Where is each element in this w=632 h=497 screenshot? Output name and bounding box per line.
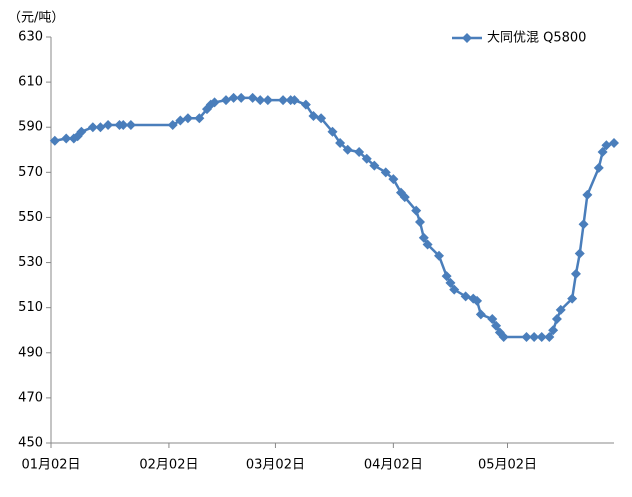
point-marker — [567, 293, 578, 304]
point-marker — [529, 331, 540, 342]
point-marker — [491, 320, 502, 331]
y-tick-label: 630 — [18, 30, 43, 45]
point-marker — [434, 250, 445, 261]
point-marker — [49, 135, 60, 146]
point-marker — [220, 95, 231, 106]
x-tick-label: 01月02日 — [21, 458, 80, 473]
legend-marker — [462, 33, 472, 43]
unit-label: （元/吨） — [8, 11, 64, 26]
point-marker — [300, 99, 311, 110]
point-marker — [308, 110, 319, 121]
y-tick-label: 590 — [18, 120, 43, 135]
point-marker — [228, 92, 239, 103]
point-marker — [289, 95, 300, 106]
point-marker — [388, 174, 399, 185]
point-marker — [548, 325, 559, 336]
point-marker — [597, 147, 608, 158]
point-marker — [536, 331, 547, 342]
x-tick-label: 04月02日 — [364, 458, 423, 473]
point-marker — [578, 219, 589, 230]
point-marker — [472, 295, 483, 306]
point-marker — [61, 133, 72, 144]
point-marker — [582, 189, 593, 200]
point-marker — [262, 95, 273, 106]
point-marker — [555, 304, 566, 315]
point-marker — [335, 138, 346, 149]
point-marker — [445, 277, 456, 288]
y-tick-label: 570 — [18, 165, 43, 180]
y-tick-label: 530 — [18, 255, 43, 270]
point-marker — [167, 119, 178, 130]
point-marker — [414, 216, 425, 227]
point-marker — [593, 162, 604, 173]
point-marker — [487, 313, 498, 324]
point-marker — [521, 331, 532, 342]
point-marker — [369, 160, 380, 171]
point-marker — [418, 232, 429, 243]
point-marker — [342, 144, 353, 155]
x-tick-label: 03月02日 — [246, 458, 305, 473]
point-marker — [278, 95, 289, 106]
point-marker — [449, 284, 460, 295]
point-marker — [498, 331, 509, 342]
point-marker — [475, 309, 486, 320]
point-marker — [544, 331, 555, 342]
point-marker — [327, 126, 338, 137]
point-marker — [361, 153, 372, 164]
point-marker — [316, 113, 327, 124]
point-marker — [574, 248, 585, 259]
point-marker — [175, 115, 186, 126]
point-marker — [87, 122, 98, 133]
legend-label: 大同优混 Q5800 — [487, 31, 586, 46]
point-marker — [95, 122, 106, 133]
point-marker — [118, 119, 129, 130]
point-marker — [601, 140, 612, 151]
y-tick-label: 490 — [18, 345, 43, 360]
point-marker — [354, 147, 365, 158]
y-tick-label: 450 — [18, 436, 43, 451]
point-marker — [194, 113, 205, 124]
y-tick-label: 550 — [18, 210, 43, 225]
point-marker — [125, 119, 136, 130]
point-marker — [255, 95, 266, 106]
y-tick-label: 510 — [18, 300, 43, 315]
point-marker — [422, 239, 433, 250]
point-marker — [460, 291, 471, 302]
point-marker — [209, 97, 220, 108]
x-tick-label: 05月02日 — [478, 458, 537, 473]
point-marker — [247, 92, 258, 103]
x-tick-label: 02月02日 — [139, 458, 198, 473]
y-tick-label: 470 — [18, 390, 43, 405]
point-marker — [103, 119, 114, 130]
point-marker — [236, 92, 247, 103]
point-marker — [441, 271, 452, 282]
point-marker — [380, 167, 391, 178]
point-marker — [609, 138, 619, 149]
y-tick-label: 610 — [18, 75, 43, 90]
point-marker — [182, 113, 193, 124]
point-marker — [411, 205, 422, 216]
point-marker — [551, 313, 562, 324]
point-marker — [570, 268, 581, 279]
point-marker — [76, 126, 87, 137]
point-marker — [399, 192, 410, 203]
